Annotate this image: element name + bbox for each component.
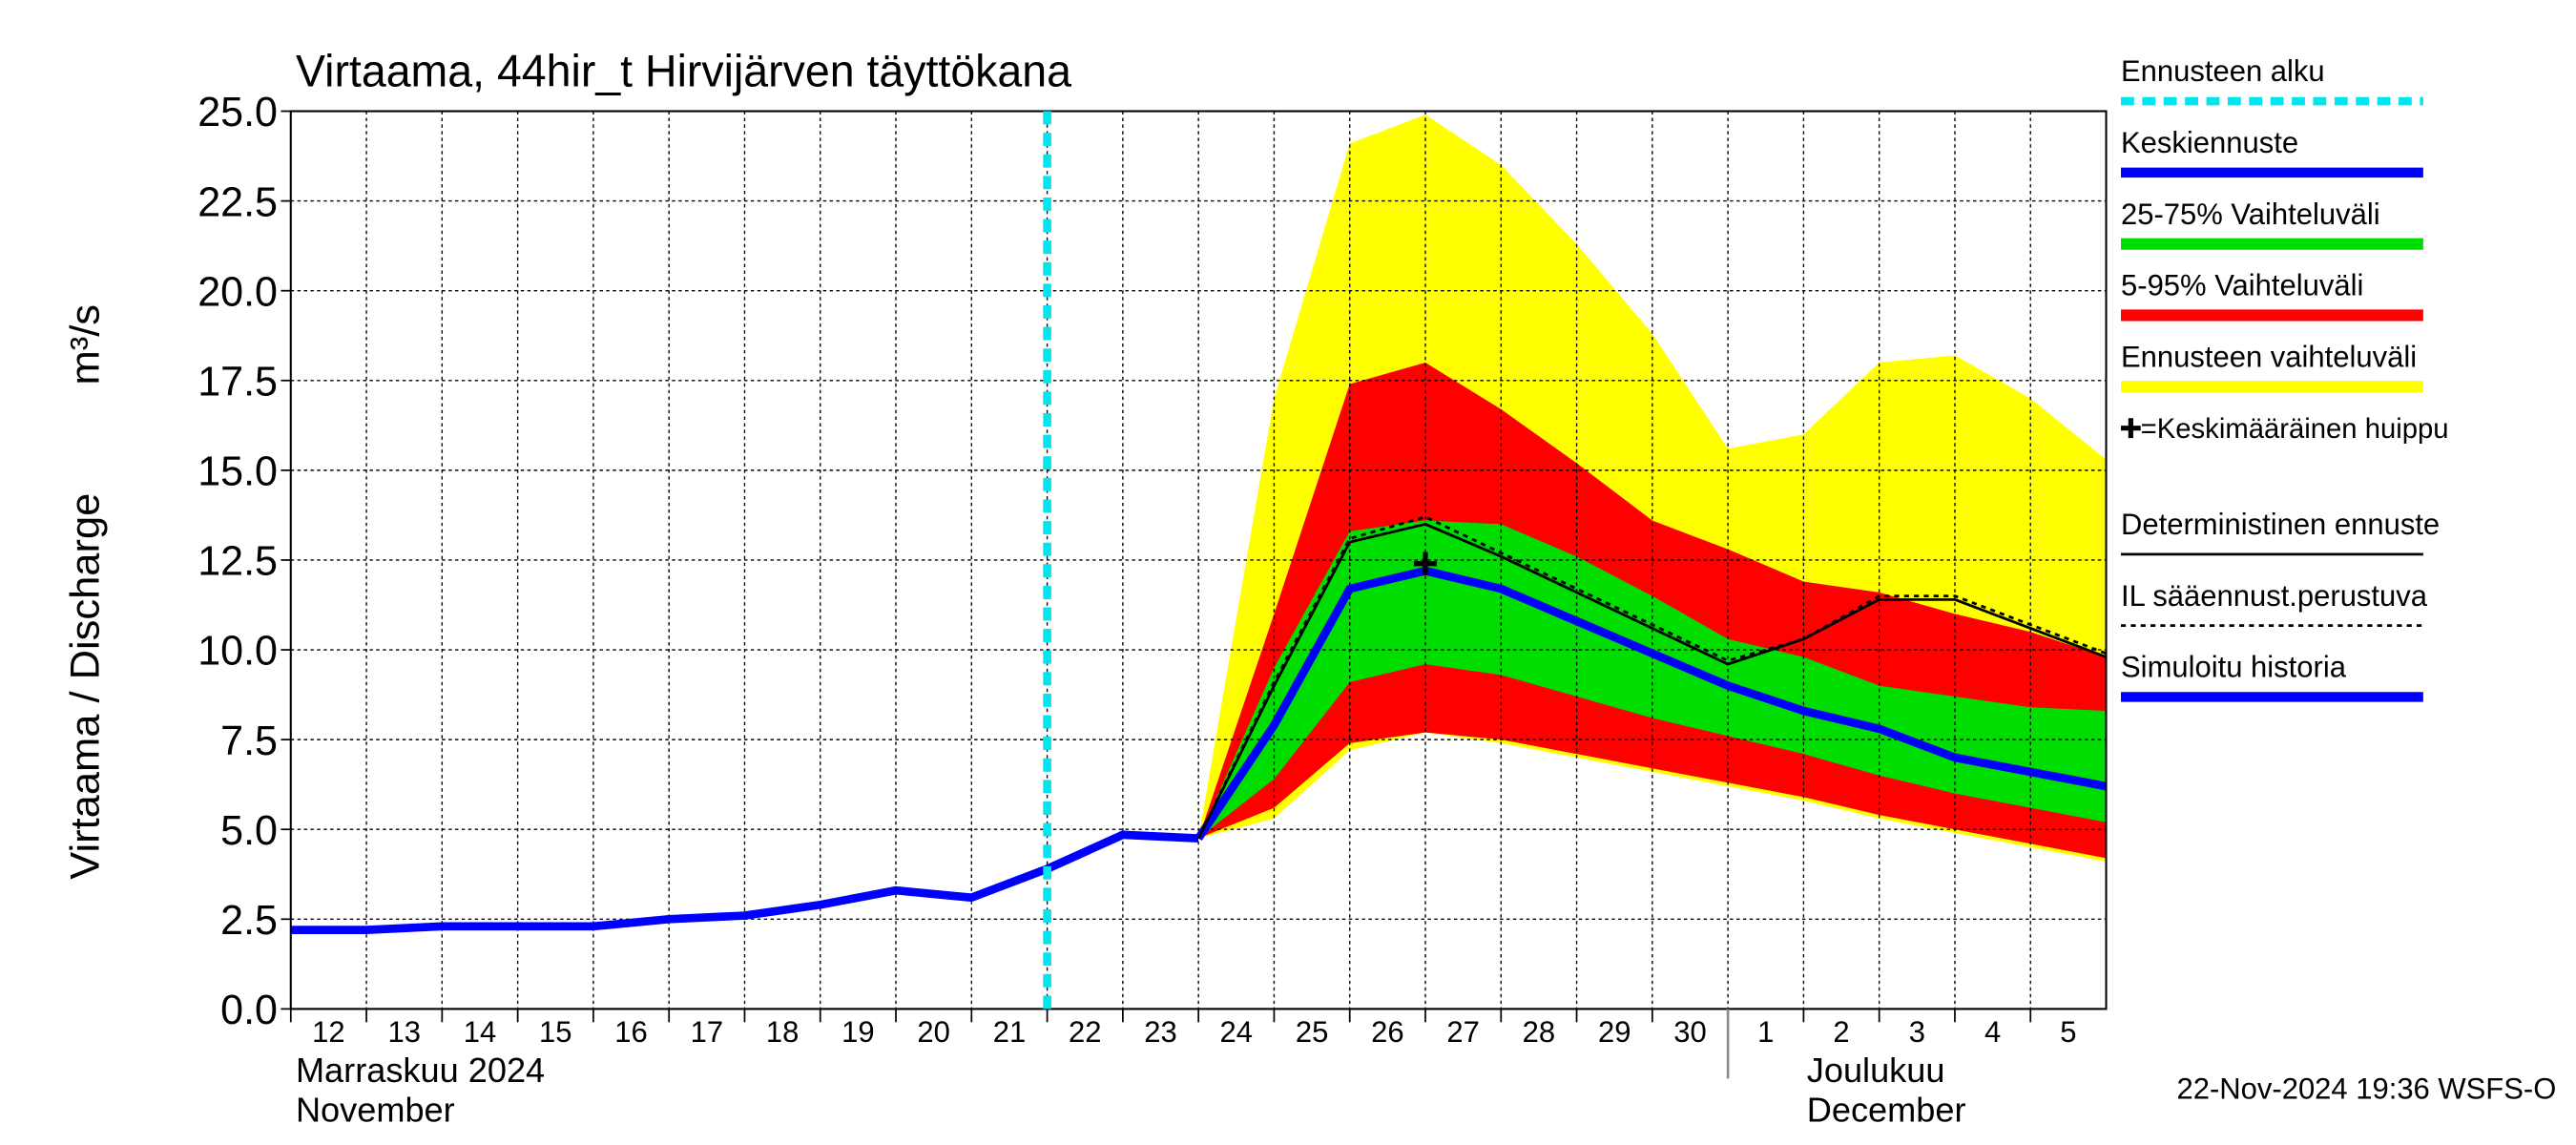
month-label: Joulukuu <box>1807 1051 1945 1090</box>
x-tick-label: 5 <box>2060 1015 2076 1049</box>
x-tick-label: 28 <box>1523 1015 1555 1049</box>
x-tick-label: 12 <box>312 1015 344 1049</box>
month-label-en: November <box>296 1090 455 1129</box>
legend-label: 5-95% Vaihteluväli <box>2121 268 2363 302</box>
y-tick-label: 15.0 <box>197 448 278 494</box>
x-tick-label: 30 <box>1673 1015 1706 1049</box>
y-tick-label: 25.0 <box>197 90 278 135</box>
legend-label: 25-75% Vaihteluväli <box>2121 198 2380 231</box>
timestamp: 22-Nov-2024 19:36 WSFS-O <box>2177 1072 2557 1105</box>
x-tick-label: 26 <box>1371 1015 1403 1049</box>
month-label: Marraskuu 2024 <box>296 1051 545 1090</box>
month-label-en: December <box>1807 1090 1966 1129</box>
y-tick-label: 5.0 <box>220 808 278 854</box>
x-tick-label: 24 <box>1220 1015 1253 1049</box>
y-tick-label: 12.5 <box>197 538 278 584</box>
x-tick-label: 3 <box>1909 1015 1925 1049</box>
plot-frame <box>289 110 2108 1010</box>
series-line <box>1195 566 2108 842</box>
x-tick-label: 16 <box>614 1015 647 1049</box>
y-tick-label: 10.0 <box>197 629 278 675</box>
peak-marker <box>1413 552 1438 575</box>
x-tick-label: 13 <box>387 1015 420 1049</box>
x-tick-label: 14 <box>464 1015 496 1049</box>
y-tick-label: 20.0 <box>197 269 278 315</box>
x-tick-label: 4 <box>1984 1015 2001 1049</box>
legend-peak-symbol <box>2121 418 2141 439</box>
plot-area <box>290 110 2108 1010</box>
x-tick-label: 17 <box>691 1015 723 1049</box>
chart-title: Virtaama, 44hir_t Hirvijärven täyttökana <box>296 46 1071 95</box>
legend-label: IL sääennust.perustuva <box>2121 579 2428 613</box>
legend-label: =Keskimääräinen huippu <box>2141 413 2449 445</box>
x-tick-label: 22 <box>1069 1015 1101 1049</box>
y-axis-unit: m³/s <box>63 304 109 385</box>
x-tick-label: 21 <box>993 1015 1026 1049</box>
y-axis-label: Virtaama / Discharge <box>63 493 109 880</box>
y-tick-label: 0.0 <box>220 988 278 1033</box>
y-tick-label: 7.5 <box>220 718 278 764</box>
x-tick-label: 29 <box>1598 1015 1631 1049</box>
series-line <box>1196 522 2108 840</box>
y-tick-label: 2.5 <box>220 898 278 944</box>
legend-label: Ennusteen vaihteluväli <box>2121 340 2417 373</box>
y-tick-label: 22.5 <box>197 179 278 225</box>
x-tick-label: 27 <box>1446 1015 1479 1049</box>
series-line <box>1196 515 2108 840</box>
x-tick-label: 23 <box>1144 1015 1176 1049</box>
legend-label: Ennusteen alku <box>2121 54 2325 88</box>
y-tick-label: 17.5 <box>197 359 278 405</box>
x-tick-label: 15 <box>539 1015 571 1049</box>
x-tick-label: 18 <box>766 1015 799 1049</box>
x-tick-label: 19 <box>841 1015 874 1049</box>
x-tick-label: 2 <box>1833 1015 1849 1049</box>
legend-label: Simuloitu historia <box>2121 650 2347 683</box>
x-tick-label: 25 <box>1296 1015 1328 1049</box>
legend-label: Keskiennuste <box>2121 126 2298 159</box>
x-tick-label: 20 <box>917 1015 949 1049</box>
range-band <box>1198 520 2107 839</box>
legend-label: Deterministinen ennuste <box>2121 508 2440 541</box>
x-tick-label: 1 <box>1757 1015 1774 1049</box>
